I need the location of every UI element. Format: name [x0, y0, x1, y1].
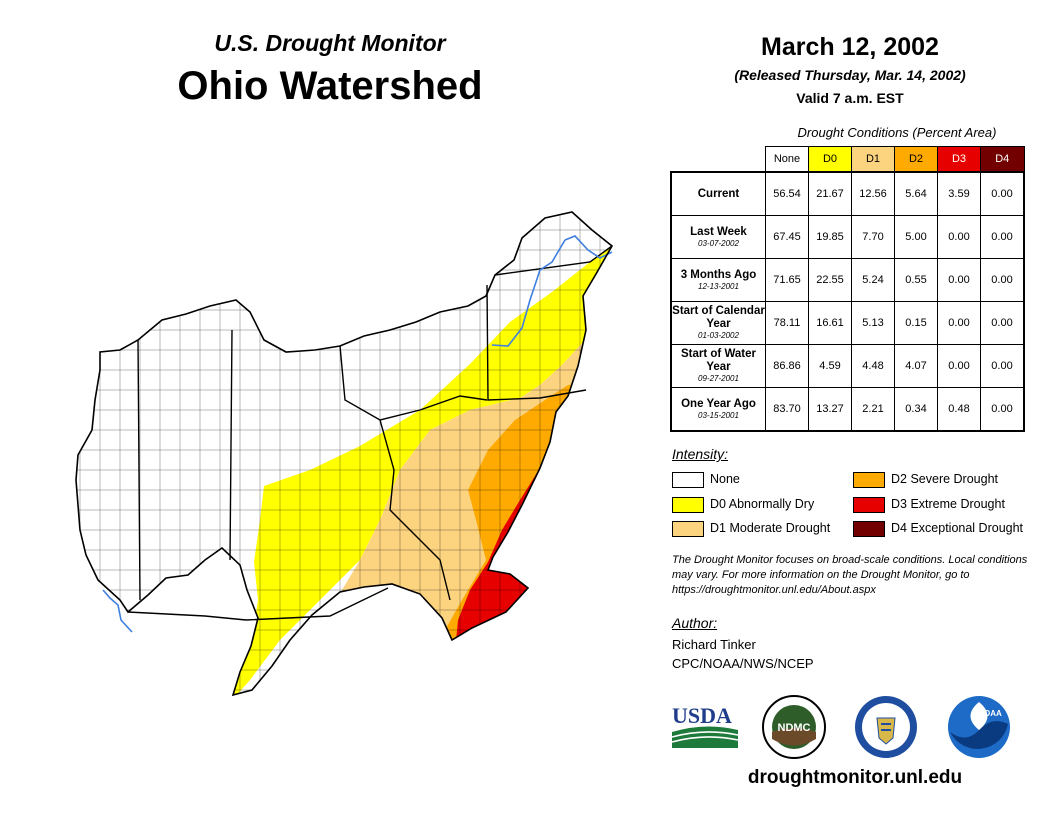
- table-row: Last Week 03-07-2002 67.45 19.85 7.70 5.0…: [670, 215, 1025, 259]
- table-cell: 0.00: [980, 301, 1025, 345]
- legend-item: D1 Moderate Drought: [672, 520, 831, 537]
- legend-label: D0 Abnormally Dry: [710, 497, 815, 511]
- column-header: D1: [851, 146, 895, 173]
- table-cell: 13.27: [808, 387, 852, 432]
- table-row: Start of Water Year 09-27-2001 86.86 4.59…: [670, 344, 1025, 388]
- table-cell: 0.00: [980, 258, 1025, 302]
- doc-seal-logo: [855, 696, 917, 758]
- table-cell: 78.11: [765, 301, 809, 345]
- legend-swatch: [672, 471, 704, 488]
- table-cell: 22.55: [808, 258, 852, 302]
- table-cell: 0.00: [937, 301, 981, 345]
- table-cell: 2.21: [851, 387, 895, 432]
- legend-item: D2 Severe Drought: [853, 471, 999, 488]
- row-label: 3 Months Ago 12-13-2001: [670, 258, 766, 302]
- author-title: Author:: [672, 615, 718, 631]
- legend-item: D0 Abnormally Dry: [672, 496, 815, 513]
- legend-swatch: [853, 520, 885, 537]
- column-header: D3: [937, 146, 981, 173]
- table-cell: 19.85: [808, 215, 852, 259]
- table-cell: 12.56: [851, 171, 895, 216]
- row-label: Start of Water Year 09-27-2001: [670, 344, 766, 388]
- row-label: Last Week 03-07-2002: [670, 215, 766, 259]
- table-corner: [671, 147, 766, 173]
- monitor-title: U.S. Drought Monitor: [214, 30, 446, 56]
- table-cell: 86.86: [765, 344, 809, 388]
- legend-title: Intensity:: [672, 446, 729, 462]
- column-header: D4: [980, 146, 1025, 173]
- table-row: 3 Months Ago 12-13-2001 71.65 22.55 5.24 …: [670, 258, 1025, 302]
- table-cell: 7.70: [851, 215, 895, 259]
- legend-label: D3 Extreme Drought: [891, 497, 1005, 511]
- state-boundaries: [127, 245, 613, 621]
- table-cell: 5.64: [894, 171, 938, 216]
- table-cell: 67.45: [765, 215, 809, 259]
- legend-item: None: [672, 471, 740, 488]
- table-cell: 0.48: [937, 387, 981, 432]
- table-cell: 21.67: [808, 171, 852, 216]
- author-name: Richard Tinker: [672, 637, 756, 652]
- column-header: None: [765, 146, 809, 173]
- author-org: CPC/NOAA/NWS/NCEP: [672, 656, 814, 671]
- basin-outline: [75, 211, 614, 697]
- ndmc-logo: NDMC: [762, 695, 826, 759]
- row-label: One Year Ago 03-15-2001: [670, 387, 766, 432]
- column-header: D0: [808, 146, 852, 173]
- table-header-row: None D0 D1 D2 D3 D4: [671, 146, 1025, 173]
- legend-swatch: [672, 520, 704, 537]
- svg-text:NDMC: NDMC: [778, 722, 811, 734]
- footer-url[interactable]: droughtmonitor.unl.edu: [747, 767, 963, 788]
- svg-text:NOAA: NOAA: [978, 709, 1002, 718]
- row-label: Current: [670, 171, 766, 216]
- table-cell: 56.54: [765, 171, 809, 216]
- row-label: Start of Calendar Year 01-03-2002: [670, 301, 766, 345]
- d0-area: [228, 240, 612, 695]
- rivers: [102, 235, 613, 633]
- table-cell: 71.65: [765, 258, 809, 302]
- valid-time: Valid 7 a.m. EST: [796, 90, 904, 106]
- table-cell: 3.59: [937, 171, 981, 216]
- table-cell: 0.00: [980, 215, 1025, 259]
- legend-label: None: [710, 472, 740, 486]
- legend-item: D4 Exceptional Drought: [853, 520, 1024, 537]
- usda-logo: USDA: [671, 703, 739, 748]
- table-cell: 4.59: [808, 344, 852, 388]
- noaa-logo: NOAA: [948, 696, 1010, 758]
- region-title: Ohio Watershed: [177, 64, 483, 108]
- table-cell: 4.07: [894, 344, 938, 388]
- table-cell: 0.15: [894, 301, 938, 345]
- legend-swatch: [672, 496, 704, 513]
- table-cell: 0.00: [980, 171, 1025, 216]
- release-date: (Released Thursday, Mar. 14, 2002): [734, 67, 966, 83]
- table-cell: 5.24: [851, 258, 895, 302]
- map-date: March 12, 2002: [761, 33, 939, 61]
- table-cell: 0.00: [980, 344, 1025, 388]
- table-cell: 0.34: [894, 387, 938, 432]
- disclaimer-note: The Drought Monitor focuses on broad-sca…: [672, 554, 1028, 596]
- drought-stats-table: None D0 D1 D2 D3 D4 Current 56.54 21.67 …: [670, 146, 1025, 432]
- table-row: One Year Ago 03-15-2001 83.70 13.27 2.21 …: [670, 387, 1025, 432]
- table-cell: 0.00: [980, 387, 1025, 432]
- table-cell: 4.48: [851, 344, 895, 388]
- table-cell: 16.61: [808, 301, 852, 345]
- svg-text:USDA: USDA: [672, 703, 732, 728]
- table-cell: 83.70: [765, 387, 809, 432]
- table-row: Start of Calendar Year 01-03-2002 78.11 1…: [670, 301, 1025, 345]
- legend-label: D4 Exceptional Drought: [891, 521, 1024, 535]
- table-cell: 5.00: [894, 215, 938, 259]
- table-cell: 0.55: [894, 258, 938, 302]
- legend-label: D1 Moderate Drought: [710, 521, 831, 535]
- table-caption: Drought Conditions (Percent Area): [797, 125, 997, 140]
- legend-swatch: [853, 496, 885, 513]
- column-header: D2: [894, 146, 938, 173]
- table-cell: 5.13: [851, 301, 895, 345]
- table-cell: 0.00: [937, 344, 981, 388]
- table-cell: 0.00: [937, 258, 981, 302]
- legend-label: D2 Severe Drought: [891, 472, 999, 486]
- legend-swatch: [853, 471, 885, 488]
- legend-item: D3 Extreme Drought: [853, 496, 1005, 513]
- table-row: Current 56.54 21.67 12.56 5.64 3.59 0.00: [670, 171, 1025, 216]
- drought-map: [75, 211, 614, 697]
- table-cell: 0.00: [937, 215, 981, 259]
